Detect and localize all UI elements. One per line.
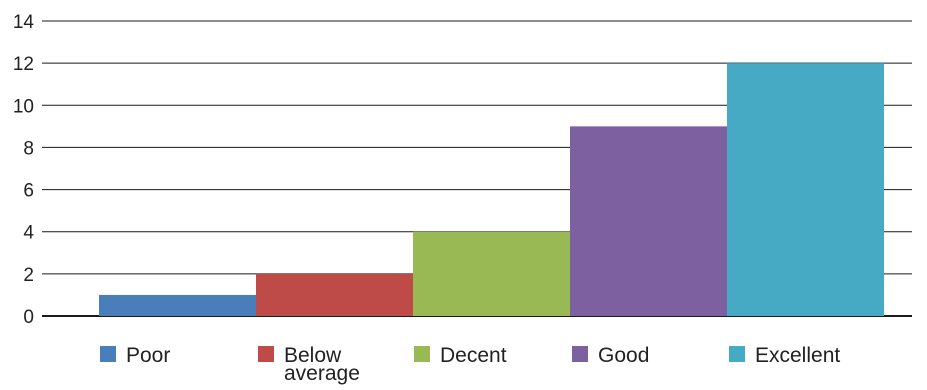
legend-swatch xyxy=(572,346,588,362)
legend-item-decent: Decent xyxy=(414,344,507,367)
legend-label: Excellent xyxy=(755,344,840,367)
legend-swatch xyxy=(100,346,116,362)
legend-label: Good xyxy=(598,344,649,367)
bar-excellent xyxy=(727,63,884,317)
legend-item-excellent: Excellent xyxy=(729,344,840,367)
y-tick-label: 12 xyxy=(13,54,34,75)
legend-label: Decent xyxy=(440,344,507,367)
y-tick-label: 4 xyxy=(23,223,34,244)
y-tick-label: 2 xyxy=(23,265,34,286)
y-tick-label: 8 xyxy=(23,138,34,159)
legend-item-poor: Poor xyxy=(100,344,170,367)
bar-below-average xyxy=(256,273,413,316)
y-tick-label: 10 xyxy=(13,96,34,117)
legend-label: Below average xyxy=(284,344,360,385)
y-tick-label: 6 xyxy=(23,181,34,202)
legend-swatch xyxy=(258,346,274,362)
bar-good xyxy=(570,126,727,316)
legend-item-good: Good xyxy=(572,344,649,367)
y-tick-label: 0 xyxy=(23,307,34,328)
y-tick-label: 14 xyxy=(13,12,35,33)
bar-decent xyxy=(413,231,570,316)
legend-swatch xyxy=(414,346,430,362)
bars xyxy=(99,63,884,317)
legend-label: Poor xyxy=(126,344,170,367)
legend: Poor Below average Decent Good Excellent xyxy=(100,344,840,385)
legend-swatch xyxy=(729,346,745,362)
y-axis-ticks: 0 2 4 6 8 10 12 14 xyxy=(13,12,35,328)
legend-item-below-average: Below average xyxy=(258,344,360,385)
bar-poor xyxy=(99,294,256,316)
